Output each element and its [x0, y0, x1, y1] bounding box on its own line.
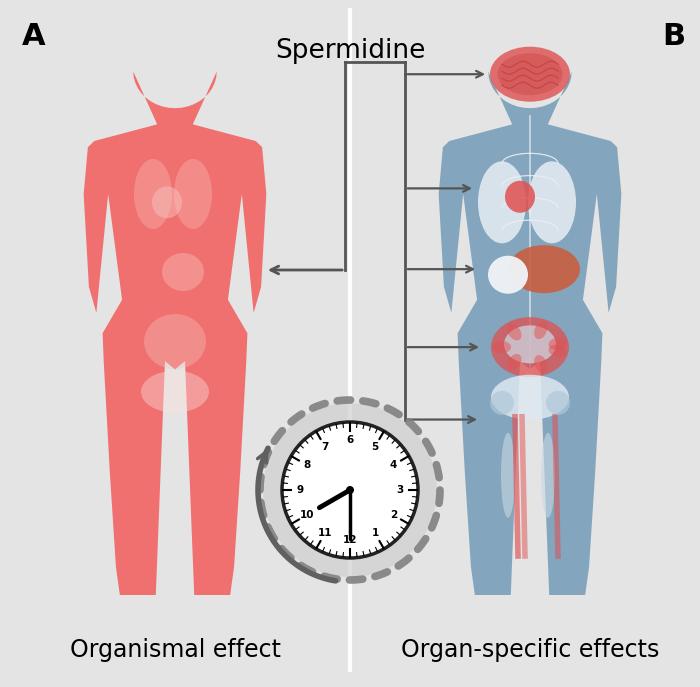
Ellipse shape	[541, 433, 555, 518]
Ellipse shape	[498, 53, 563, 95]
Text: B: B	[662, 22, 685, 51]
Circle shape	[546, 391, 570, 415]
Circle shape	[490, 391, 514, 415]
Ellipse shape	[549, 337, 566, 350]
Text: 11: 11	[318, 528, 332, 539]
Ellipse shape	[491, 317, 569, 377]
Ellipse shape	[162, 253, 204, 291]
Ellipse shape	[549, 345, 566, 357]
Circle shape	[263, 403, 437, 577]
Text: Organismal effect: Organismal effect	[69, 638, 281, 662]
Ellipse shape	[534, 355, 547, 372]
Ellipse shape	[144, 314, 206, 369]
Text: 12: 12	[343, 535, 357, 545]
Text: Spermidine: Spermidine	[275, 38, 425, 64]
Ellipse shape	[490, 47, 570, 102]
Ellipse shape	[504, 326, 556, 363]
Text: Organ-specific effects: Organ-specific effects	[401, 638, 659, 662]
Text: 2: 2	[390, 510, 397, 520]
Ellipse shape	[152, 186, 182, 218]
Ellipse shape	[493, 341, 511, 353]
Ellipse shape	[501, 433, 515, 518]
Polygon shape	[439, 71, 622, 595]
Ellipse shape	[141, 371, 209, 413]
Ellipse shape	[508, 354, 522, 370]
Text: 7: 7	[321, 442, 329, 451]
Polygon shape	[84, 71, 266, 595]
Ellipse shape	[528, 161, 576, 243]
Circle shape	[282, 422, 418, 558]
Ellipse shape	[488, 256, 528, 294]
Text: A: A	[22, 22, 46, 51]
Circle shape	[346, 486, 354, 494]
Ellipse shape	[505, 181, 535, 213]
Ellipse shape	[508, 245, 580, 293]
Text: 3: 3	[396, 485, 404, 495]
Text: 1: 1	[372, 528, 379, 539]
Ellipse shape	[478, 161, 526, 243]
Text: 6: 6	[346, 435, 354, 445]
Text: 4: 4	[390, 460, 397, 470]
Ellipse shape	[491, 375, 569, 420]
Ellipse shape	[134, 159, 172, 229]
Text: 9: 9	[296, 485, 304, 495]
Ellipse shape	[534, 322, 547, 339]
Text: 5: 5	[372, 442, 379, 451]
Ellipse shape	[174, 159, 212, 229]
Text: 10: 10	[300, 510, 314, 520]
Text: 8: 8	[303, 460, 310, 470]
Ellipse shape	[508, 324, 522, 340]
